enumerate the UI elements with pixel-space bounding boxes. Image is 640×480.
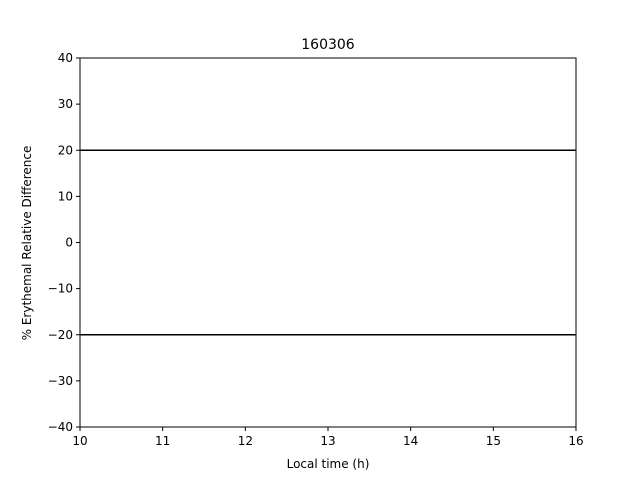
y-tick-label: −40 <box>48 420 73 434</box>
x-tick-label: 10 <box>72 434 87 448</box>
x-tick-label: 16 <box>568 434 583 448</box>
y-tick-label: 30 <box>58 97 73 111</box>
y-tick-label: 20 <box>58 143 73 157</box>
y-tick-label: 10 <box>58 189 73 203</box>
x-tick-label: 12 <box>238 434 253 448</box>
chart-title: 160306 <box>301 37 355 53</box>
x-tick-label: 13 <box>320 434 335 448</box>
y-axis-ticks: 40 30 20 10 0 −10 −20 −30 −40 <box>48 51 80 434</box>
x-tick-label: 11 <box>155 434 170 448</box>
y-tick-label: −30 <box>48 374 73 388</box>
plot-area <box>79 57 577 428</box>
x-tick-label: 14 <box>403 434 418 448</box>
y-tick-label: −10 <box>48 282 73 296</box>
y-tick-label: 40 <box>58 51 73 65</box>
y-tick-label: 0 <box>65 236 73 250</box>
y-tick-label: −20 <box>48 328 73 342</box>
x-tick-label: 15 <box>486 434 501 448</box>
y-axis-label: % Erythemal Relative Difference <box>20 146 34 341</box>
x-axis-ticks: 10 11 12 13 14 15 16 <box>72 427 584 448</box>
plot-frame <box>79 57 577 428</box>
x-axis-label: Local time (h) <box>287 457 370 471</box>
